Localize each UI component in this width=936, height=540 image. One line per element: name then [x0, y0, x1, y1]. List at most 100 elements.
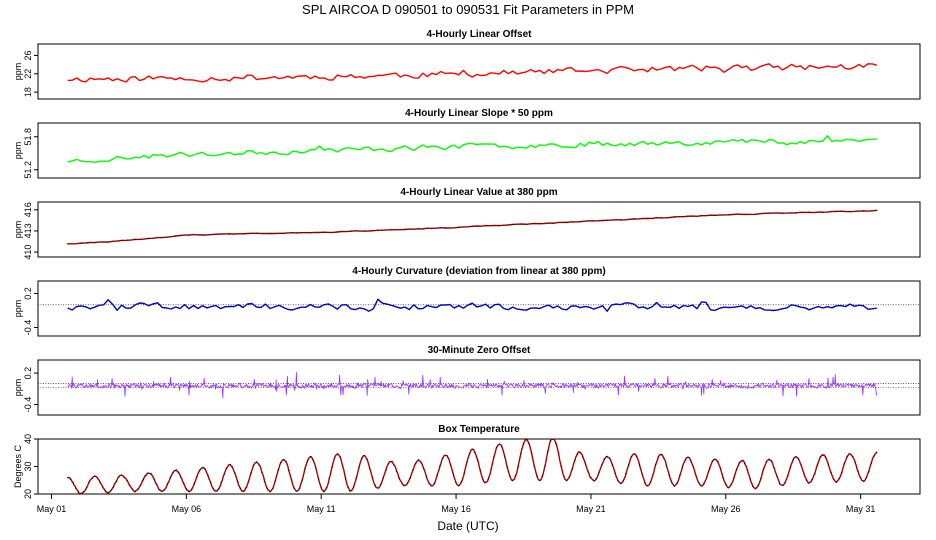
series-line — [67, 135, 877, 163]
data-point — [328, 477, 330, 479]
data-point — [768, 212, 770, 214]
data-point — [237, 480, 239, 483]
data-point — [455, 482, 457, 484]
data-point — [776, 475, 778, 477]
data-point — [261, 471, 263, 473]
data-point — [741, 460, 743, 462]
data-point — [245, 487, 247, 489]
data-point — [609, 457, 611, 460]
data-point — [773, 467, 775, 469]
data-point — [134, 238, 136, 240]
panel-title: 4-Hourly Linear Offset — [426, 29, 532, 40]
data-point — [466, 461, 468, 463]
data-point — [471, 225, 473, 227]
data-point — [760, 478, 762, 480]
data-point — [657, 456, 660, 458]
data-point — [660, 454, 662, 456]
data-point — [647, 485, 649, 487]
data-point — [107, 241, 109, 243]
data-point — [99, 481, 101, 483]
data-point — [339, 456, 341, 458]
data-point — [250, 472, 252, 474]
data-point — [541, 475, 544, 477]
data-point — [69, 478, 71, 480]
x-tick-label: May 16 — [441, 504, 471, 514]
y-axis-label: ppm — [13, 142, 23, 160]
data-point — [727, 214, 730, 216]
data-point — [177, 471, 179, 473]
data-point — [121, 474, 123, 476]
data-point — [587, 471, 589, 473]
data-point — [574, 459, 576, 462]
data-point — [175, 235, 177, 237]
y-axis-label: Degrees C — [13, 444, 23, 488]
data-point — [754, 213, 757, 215]
data-point — [827, 463, 829, 465]
data-point — [860, 477, 862, 479]
data-point — [522, 443, 525, 445]
data-point — [822, 211, 824, 213]
data-point — [636, 456, 638, 458]
data-point — [374, 485, 376, 487]
data-point — [757, 484, 759, 487]
y-tick-label: 51.8 — [23, 128, 33, 146]
data-point — [752, 485, 754, 487]
data-point — [706, 476, 708, 478]
y-axis-label: ppm — [13, 63, 23, 81]
data-point — [398, 478, 400, 480]
data-point — [611, 464, 614, 466]
data-point — [218, 488, 220, 490]
data-point — [239, 487, 241, 489]
data-point — [201, 467, 204, 469]
data-point — [366, 458, 368, 460]
data-point — [253, 464, 255, 466]
data-point — [210, 481, 212, 484]
panels: 4-Hourly Linear Offsetppm1822264-Hourly … — [13, 29, 921, 499]
panel-title: 4-Hourly Linear Value at 380 ppm — [400, 187, 557, 198]
data-point — [552, 222, 554, 224]
x-axis-label: Date (UTC) — [437, 519, 498, 533]
data-point — [193, 482, 195, 484]
series-line — [67, 372, 878, 399]
data-point — [104, 490, 106, 492]
data-point — [711, 460, 713, 462]
data-point — [199, 469, 201, 471]
data-point — [549, 439, 552, 442]
data-point — [196, 475, 198, 477]
data-point — [390, 229, 392, 231]
data-point — [727, 487, 730, 489]
data-point — [148, 237, 150, 239]
data-point — [417, 459, 419, 461]
data-point — [75, 487, 77, 489]
data-point — [326, 487, 328, 489]
data-point — [692, 466, 695, 468]
data-point — [361, 457, 363, 460]
data-point — [763, 468, 765, 470]
data-point — [234, 472, 236, 474]
data-point — [595, 478, 597, 480]
data-point — [487, 478, 489, 480]
data-point — [520, 453, 522, 455]
data-point — [736, 468, 738, 470]
data-point — [110, 490, 112, 492]
data-point — [531, 452, 533, 454]
data-point — [714, 214, 716, 216]
data-point — [795, 456, 797, 458]
data-point — [266, 487, 268, 490]
data-point — [317, 478, 320, 480]
data-point — [647, 217, 649, 220]
data-point — [444, 454, 446, 456]
data-point — [80, 492, 82, 494]
data-point — [868, 470, 870, 473]
x-tick-label: May 01 — [37, 504, 67, 514]
data-point — [67, 243, 69, 245]
data-point — [857, 470, 859, 472]
data-point — [506, 466, 508, 468]
panel-title: 4-Hourly Linear Slope * 50 ppm — [405, 108, 553, 119]
data-point — [714, 458, 716, 460]
data-point — [558, 453, 560, 455]
data-point — [228, 464, 231, 466]
data-point — [342, 466, 344, 468]
